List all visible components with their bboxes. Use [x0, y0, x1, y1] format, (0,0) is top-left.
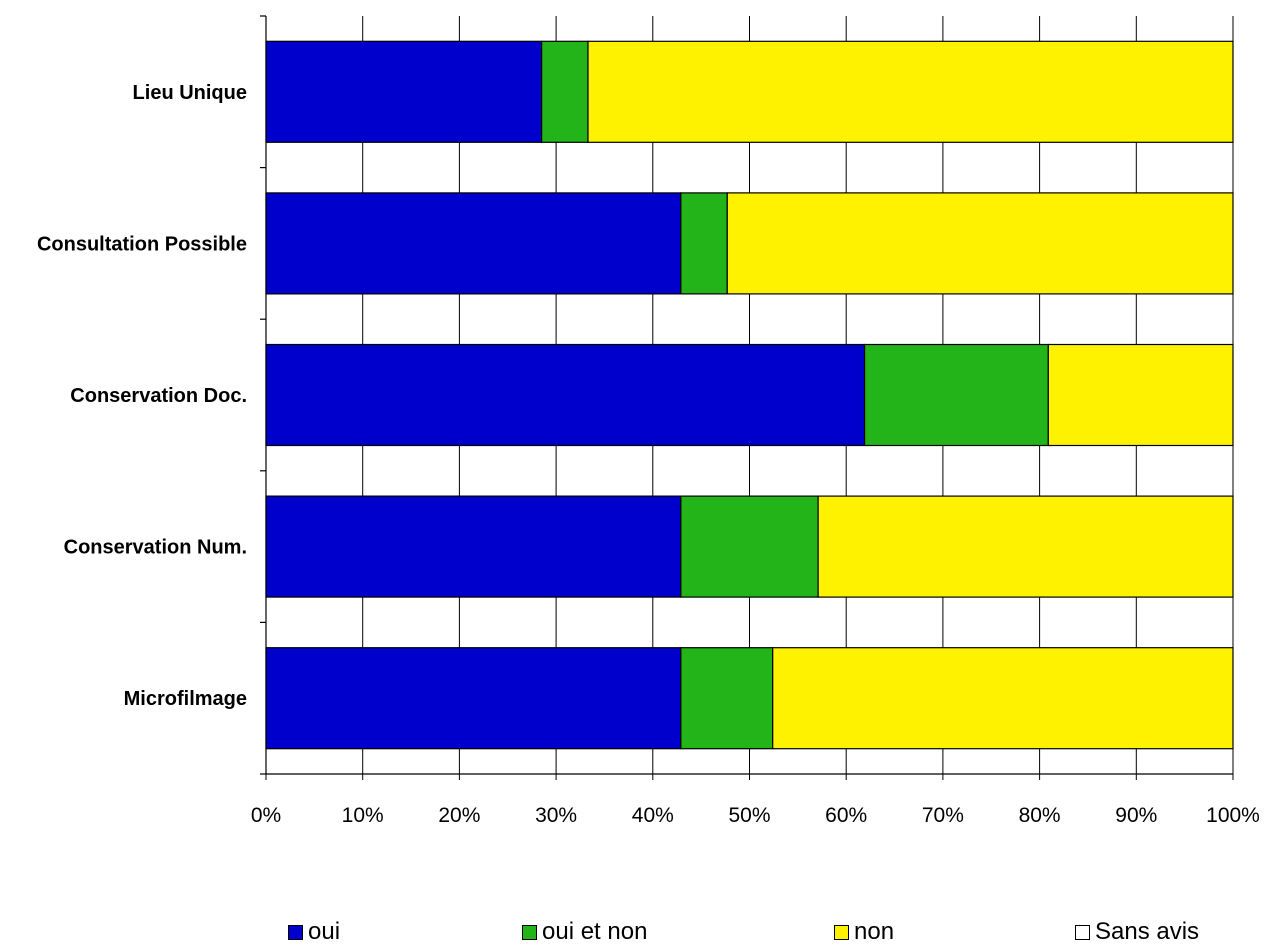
bar-segment — [540, 40, 589, 143]
category-label: Consultation Possible — [37, 233, 247, 255]
bar-segment — [265, 647, 682, 750]
category-label: Microfilmage — [124, 688, 247, 710]
legend-item: oui — [288, 918, 340, 946]
x-tick-labels: 0% 10% 20% 30% 40% 50% 60% 70% 80% 90% 100% — [251, 804, 1260, 827]
x-tick-label: 80% — [1019, 804, 1061, 827]
x-tick-label: 60% — [825, 804, 867, 827]
bars — [265, 40, 1234, 750]
legend-swatch — [834, 924, 849, 940]
bar-segment — [680, 647, 774, 750]
legend-item: Sans avis — [1075, 918, 1199, 946]
bar-segment — [265, 40, 543, 143]
x-tick-label: 40% — [632, 804, 674, 827]
legend-swatch — [522, 924, 537, 940]
bar-segment — [265, 495, 682, 598]
legend-label: Sans avis — [1095, 918, 1200, 945]
category-label: Conservation Num. — [64, 537, 247, 559]
x-tick-label: 20% — [438, 804, 480, 827]
legend-swatch — [288, 924, 303, 940]
stacked-bar-chart: Lieu Unique Consultation Possible Conserva… — [37, 15, 1260, 827]
category-labels: Lieu Unique Consultation Possible Conserva… — [37, 82, 247, 710]
x-tick-label: 30% — [535, 804, 577, 827]
legend-label: non — [854, 918, 895, 945]
x-tick-label: 90% — [1115, 804, 1157, 827]
legend-label: oui — [308, 918, 341, 945]
x-tick-label: 10% — [342, 804, 384, 827]
legend: oui oui et non non Sans avis — [0, 918, 1266, 946]
x-tick-label: 70% — [922, 804, 964, 827]
legend-swatch — [1075, 924, 1090, 940]
axes — [260, 15, 1233, 775]
legend-label: oui et non — [542, 918, 648, 945]
category-label: Conservation Doc. — [70, 385, 247, 407]
bar-segment — [265, 343, 866, 447]
x-tick-label: 0% — [251, 804, 281, 827]
bar-segment — [1047, 343, 1234, 447]
x-tick-label: 50% — [728, 804, 770, 827]
bar-segment — [772, 647, 1234, 750]
category-label: Lieu Unique — [133, 82, 247, 104]
x-tick-label: 100% — [1206, 804, 1260, 827]
bar-segment — [265, 192, 682, 295]
legend-item: non — [834, 918, 894, 946]
bar-segment — [680, 495, 819, 598]
bar-segment — [587, 40, 1234, 143]
bar-segment — [680, 192, 728, 295]
bar-segment — [726, 192, 1234, 295]
legend-item: oui et non — [522, 918, 647, 946]
bar-segment — [817, 495, 1234, 598]
bar-segment — [863, 343, 1049, 447]
